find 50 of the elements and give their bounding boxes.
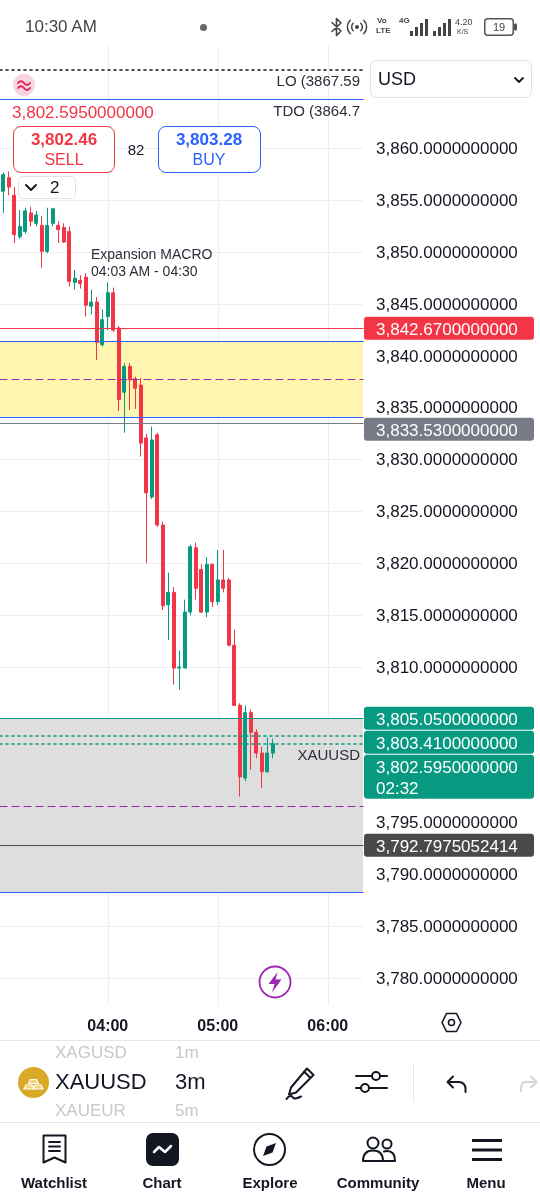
y-tick-label: 3,795.0000000000: [376, 813, 518, 833]
ref-line-label: 3,802.5950000000 02:32: [376, 757, 518, 798]
text: Explore: [242, 1174, 298, 1192]
ref-line-label: 3,842.6700000000: [376, 319, 518, 339]
text: 10:30 AM: [25, 17, 97, 37]
y-tick-label: 3,810.0000000000: [376, 657, 518, 677]
text: Vo: [377, 16, 387, 26]
y-tick-label: 3,845.0000000000: [376, 294, 518, 314]
y-tick-label: 3,790.0000000000: [376, 864, 518, 884]
annotation: SELL: [44, 150, 84, 170]
annotation: Expansion MACRO: [91, 245, 213, 263]
x-tick-label: 05:00: [197, 1016, 239, 1034]
ref-line-label: 3,805.0500000000: [376, 709, 518, 729]
annotation: TDO (3864.7: [273, 101, 360, 119]
y-tick-label: 3,860.0000000000: [376, 139, 518, 159]
annotation: 04:03 AM - 04:30: [91, 262, 198, 280]
ref-line-label: 3,833.5300000000: [376, 420, 518, 440]
ref-line-label: 3,803.4100000000: [376, 733, 518, 753]
y-tick-label: 3,835.0000000000: [376, 398, 518, 418]
x-tick-label: 04:00: [87, 1016, 129, 1034]
text: 4G: [399, 16, 410, 26]
annotation: LO (3867.59: [276, 71, 360, 89]
text: 3m: [175, 1069, 206, 1095]
text: XAUUSD: [55, 1069, 147, 1095]
text: 4.20: [455, 16, 473, 28]
y-tick-label: 3,780.0000000000: [376, 968, 518, 988]
y-tick-label: 3,855.0000000000: [376, 191, 518, 211]
y-tick-label: 3,840.0000000000: [376, 346, 518, 366]
y-tick-label: 3,820.0000000000: [376, 553, 518, 573]
annotation: 3,802.5950000000: [12, 103, 154, 123]
y-tick-label: 3,785.0000000000: [376, 916, 518, 936]
annotation: XAUUSD: [297, 745, 361, 763]
text: USD: [378, 68, 417, 90]
y-tick-label: 3,830.0000000000: [376, 450, 518, 470]
y-tick-label: 3,815.0000000000: [376, 605, 518, 625]
ref-line-label: 3,792.7975052414: [376, 836, 518, 856]
annotation: 3,803.28: [175, 130, 243, 150]
annotation: 3,802.46: [30, 130, 98, 150]
annotation: BUY: [192, 150, 226, 170]
y-tick-label: 3,850.0000000000: [376, 242, 518, 262]
y-tick-label: 3,825.0000000000: [376, 502, 518, 522]
text: LTE: [376, 26, 391, 36]
text: Community: [336, 1174, 420, 1192]
text: Chart: [142, 1174, 182, 1192]
text: 19: [492, 20, 506, 34]
text: Watchlist: [20, 1174, 88, 1192]
annotation: 2: [50, 177, 60, 198]
annotation: 82: [127, 141, 145, 159]
text: Menu: [466, 1174, 506, 1192]
x-tick-label: 06:00: [307, 1016, 349, 1034]
